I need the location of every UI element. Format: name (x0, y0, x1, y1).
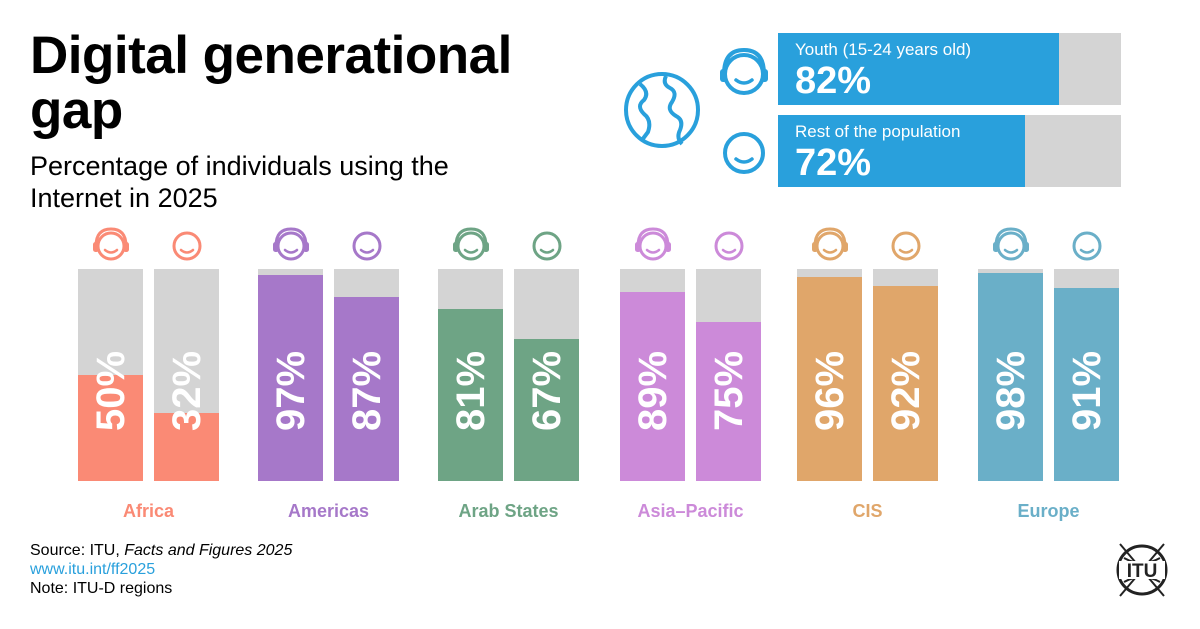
region-label: Europe (1017, 501, 1080, 521)
bar-americas-rest (334, 296, 399, 481)
itu-logo-icon: ITU (1116, 543, 1168, 597)
face-icon (709, 226, 749, 267)
bar-track: 81% (438, 269, 503, 481)
globe-icon (624, 72, 700, 148)
headphones-face-icon (810, 226, 850, 267)
face-icon (723, 132, 765, 174)
source-link[interactable]: www.itu.int/ff2025 (30, 561, 156, 578)
headphones-face-icon (271, 226, 311, 267)
bar-value-label: 75% (706, 350, 751, 431)
headphones-face-icon (451, 226, 491, 267)
region-label: Americas (287, 501, 370, 521)
bar-europe-youth (978, 273, 1043, 481)
bar-track: 87% (334, 269, 399, 481)
headphones-face-icon (91, 226, 131, 267)
legend-youth-value: 82% (795, 60, 872, 102)
headphones-face-icon (720, 47, 768, 95)
bar-value-label: 67% (524, 350, 569, 431)
bar-value-label: 91% (1064, 350, 1109, 431)
legend-rest-value: 72% (795, 142, 872, 184)
bar-americas-youth (258, 275, 323, 481)
page-title: Digital generational gap (30, 26, 512, 140)
face-icon (886, 226, 926, 267)
bar-track: 91% (1054, 269, 1119, 481)
face-icon (527, 226, 567, 267)
legend-rest: Rest of the population 72% (778, 115, 1121, 187)
bar-africa-rest (154, 413, 219, 481)
headphones-face-icon (991, 226, 1031, 267)
face-icon (1067, 226, 1107, 267)
bar-track: 89% (620, 269, 685, 481)
source-block: Source: ITU, Facts and Figures 2025 www.… (30, 541, 292, 598)
legend-youth-fill (778, 33, 1060, 105)
region-label: Arab States (458, 501, 559, 521)
legend-youth-label: Youth (15-24 years old) (795, 40, 972, 59)
source-title: Facts and Figures 2025 (124, 542, 293, 559)
logo-text: ITU (1127, 561, 1158, 582)
bar-track: 96% (797, 269, 862, 481)
bar-asia-pacific-youth (620, 292, 685, 481)
legend-rest-fill (778, 115, 1025, 187)
region-label: Asia–Pacific (637, 501, 744, 521)
legend-rest-label: Rest of the population (795, 122, 961, 141)
source-prefix: Source: ITU, (30, 542, 125, 559)
face-icon (347, 226, 387, 267)
headphones-face-icon (633, 226, 673, 267)
bar-track: 97% (258, 269, 323, 481)
bar-value-label: 87% (344, 350, 389, 431)
page-subtitle: Percentage of individuals using the Inte… (30, 151, 449, 213)
bar-asia-pacific-rest (696, 322, 761, 481)
bar-track: 50% (78, 269, 143, 481)
face-icon (167, 226, 207, 267)
bar-value-label: 92% (883, 350, 928, 431)
bar-arab-states-youth (438, 309, 503, 481)
bar-value-label: 81% (448, 350, 493, 431)
bar-value-label: 89% (630, 350, 675, 431)
bar-track: 67% (514, 269, 579, 481)
source-line: Source: ITU, Facts and Figures 2025 (30, 541, 292, 560)
bar-africa-youth (78, 375, 143, 481)
bar-cis-rest (873, 285, 938, 481)
legend-youth: Youth (15-24 years old) 82% (778, 33, 1121, 105)
bar-europe-rest (1054, 288, 1119, 481)
region-label: CIS (852, 501, 883, 521)
bar-track: 92% (873, 269, 938, 481)
bar-value-label: 50% (88, 350, 133, 431)
bar-track: 32% (154, 269, 219, 481)
bar-value-label: 97% (268, 350, 313, 431)
bar-track: 98% (978, 269, 1043, 481)
bar-value-label: 98% (988, 350, 1033, 431)
bar-track: 75% (696, 269, 761, 481)
bar-cis-youth (797, 277, 862, 481)
bar-arab-states-rest (514, 338, 579, 481)
region-label: Africa (122, 501, 175, 521)
bar-value-label: 96% (807, 350, 852, 431)
source-note: Note: ITU-D regions (30, 580, 173, 597)
bar-value-label: 32% (164, 350, 209, 431)
